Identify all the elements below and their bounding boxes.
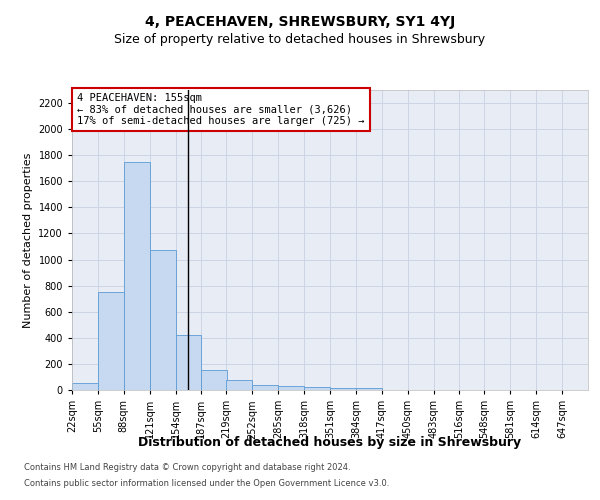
Bar — [253, 385, 278, 390]
Bar — [330, 388, 356, 390]
Bar — [149, 250, 176, 390]
Bar — [304, 388, 330, 390]
Bar — [356, 388, 382, 390]
Text: 4, PEACEHAVEN, SHREWSBURY, SY1 4YJ: 4, PEACEHAVEN, SHREWSBURY, SY1 4YJ — [145, 15, 455, 29]
Text: Contains HM Land Registry data © Crown copyright and database right 2024.: Contains HM Land Registry data © Crown c… — [24, 464, 350, 472]
Bar — [226, 380, 253, 390]
Text: Contains public sector information licensed under the Open Government Licence v3: Contains public sector information licen… — [24, 478, 389, 488]
Text: Size of property relative to detached houses in Shrewsbury: Size of property relative to detached ho… — [115, 32, 485, 46]
Bar — [278, 386, 304, 390]
Text: 4 PEACEHAVEN: 155sqm
← 83% of detached houses are smaller (3,626)
17% of semi-de: 4 PEACEHAVEN: 155sqm ← 83% of detached h… — [77, 93, 365, 126]
Text: Distribution of detached houses by size in Shrewsbury: Distribution of detached houses by size … — [139, 436, 521, 449]
Bar — [72, 384, 98, 390]
Bar — [98, 292, 124, 390]
Bar — [202, 370, 227, 390]
Y-axis label: Number of detached properties: Number of detached properties — [23, 152, 32, 328]
Bar — [124, 162, 149, 390]
Bar — [176, 335, 202, 390]
